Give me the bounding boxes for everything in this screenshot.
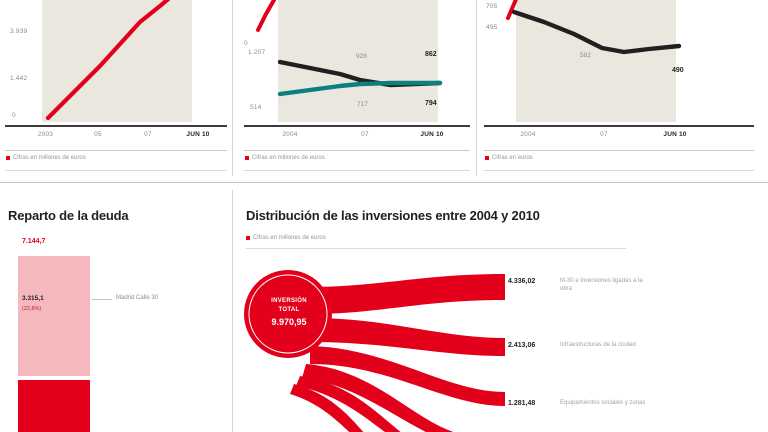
inversiones-sankey-svg [244,270,505,432]
chart2-series-red [256,0,277,32]
sankey-circle-line2: TOTAL [278,307,300,313]
inversiones-footnote-rule [246,248,626,249]
chart1-footnote: Cifras en millones de euros [6,155,86,161]
chart1-xtick-1: 05 [94,131,102,138]
chart2-end-label-verde: 794 [425,100,437,107]
sankey-ribbon-1 [310,274,505,314]
sankey-ribbon-5 [296,376,401,432]
chart1-xtick-3: JUN 10 [186,131,210,138]
sankey-flow-label-1: Infraestructuras de la ciudad [560,342,636,348]
sankey-flow-value-1: 2.413,06 [508,342,536,349]
sankey-flow-value-0: 4.336,02 [508,278,536,285]
chart1-line-svg [45,0,171,121]
chart2-line-svg [256,0,443,97]
chart-panel-1: 3.939 1.442 0 2003 05 07 JUN 10 Cifras e… [0,0,232,176]
chart3-series-red [506,0,518,20]
chart2-x-axis [244,125,470,127]
chart2-ytick-1: 514 [250,104,262,111]
sankey-source-circle [244,270,332,358]
deuda-leader-line [92,299,112,300]
deuda-bar-segment-resto [18,380,90,432]
chart1-xtick-0: 2003 [37,131,54,138]
sankey-flow-value-2: 1.281,48 [508,400,536,407]
chart2-footnote-text: Cifras en millones de euros [252,155,325,161]
panel-divider-2 [476,0,477,176]
chart1-footnote-rule [5,150,227,151]
inversiones-footnote-text: Cifras en millones de euros [253,235,326,241]
chart2-footnote: Cifras en millones de euros [245,155,325,161]
sankey-source-circle-outline [248,274,328,354]
sankey-ribbon-2 [310,318,505,356]
chart2-footnote-rule [244,150,470,151]
deuda-panel: Reparto de la deuda 7.144,7 3.315,1 (22,… [0,190,232,432]
deuda-total-value: 7.144,7 [22,238,46,245]
chart2-xtick-2: JUN 10 [420,131,444,138]
chart2-ytick-2: 0 [244,40,248,47]
sankey-flow-label-2: Equipamientos sociales y zonas [560,400,646,406]
deuda-segment-value: 3.315,1 [22,295,44,302]
chart2-mid-label-negra: 928 [356,53,367,60]
chart3-xtick-1: 07 [600,131,608,138]
chart3-footnote: Cifras en euros [485,155,533,161]
bullet-square-icon [6,156,10,160]
chart2-xtick-1: 07 [361,131,369,138]
sankey-circle-line1: INVERSIÓN [271,298,307,304]
chart3-footnote-text: Cifras en euros [492,155,533,161]
chart3-mid-label: 582 [580,52,591,59]
chart1-footnote-rule-2 [5,170,227,171]
chart3-end-label: 490 [672,67,684,74]
chart1-x-ticks: 2003 05 07 JUN 10 [18,131,223,138]
bullet-square-icon [246,236,250,240]
sankey-ribbon-6 [290,384,364,432]
deuda-legend-label: Madrid Calle 30 [116,295,159,301]
chart2-footnote-rule-2 [244,170,470,171]
chart1-ytick-0: 3.939 [10,28,28,35]
chart1-x-axis [5,125,227,127]
sankey-ribbon-4 [302,364,454,432]
sankey-flow-label-0: M-30 e inversiones ligadas a la obra [560,278,643,293]
chart3-line-svg [506,0,682,55]
chart2-end-label-negra: 862 [425,51,437,58]
chart1-ytick-1: 1.442 [10,75,28,82]
deuda-title: Reparto de la deuda [8,208,129,223]
deuda-segment-sublabel: (22,8%) [22,306,42,312]
bullet-square-icon [245,156,249,160]
chart3-ytick-0: 705 [486,3,498,10]
bottom-panel-divider [232,190,233,432]
chart3-footnote-rule [484,150,754,151]
panel-divider-1 [232,0,233,176]
sankey-ribbon-3 [310,346,505,406]
chart3-xtick-2: JUN 10 [663,131,687,138]
inversiones-panel: Distribución de las inversiones entre 20… [240,190,768,432]
chart1-footnote-text: Cifras en millones de euros [13,155,86,161]
chart2-series-verde [277,80,443,97]
chart3-xtick-0: 2004 [520,131,536,138]
chart2-plot-background [278,0,438,122]
chart2-mid-label-verde: 717 [357,101,368,108]
chart3-footnote-rule-2 [484,170,754,171]
row-divider [0,182,768,183]
chart2-x-ticks: 2004 07 JUN 10 [250,131,470,138]
chart1-series-deuda-total [45,0,171,121]
chart3-ytick-1: 495 [486,24,498,31]
chart2-ytick-0: 1.207 [248,49,266,56]
sankey-circle-line3: 9.970,95 [271,317,307,327]
chart-panel-2: 1.207 514 0 928 717 862 794 2004 07 JUN … [240,0,476,176]
bullet-square-icon [485,156,489,160]
chart3-x-ticks: 2004 07 JUN 10 [488,131,713,138]
chart-panel-3: 705 495 582 490 2004 07 JUN 10 Cifras en… [484,0,768,176]
chart1-ytick-2: 0 [12,112,16,119]
chart3-series-habitante [511,9,682,55]
chart1-xtick-2: 07 [144,131,152,138]
deuda-bar-segment-calle30 [18,256,90,376]
chart2-xtick-0: 2004 [282,131,298,138]
inversiones-title: Distribución de las inversiones entre 20… [246,208,540,223]
chart3-x-axis [484,125,754,127]
inversiones-footnote: Cifras en millones de euros [246,235,326,241]
sankey-flow-ribbons [290,274,505,432]
